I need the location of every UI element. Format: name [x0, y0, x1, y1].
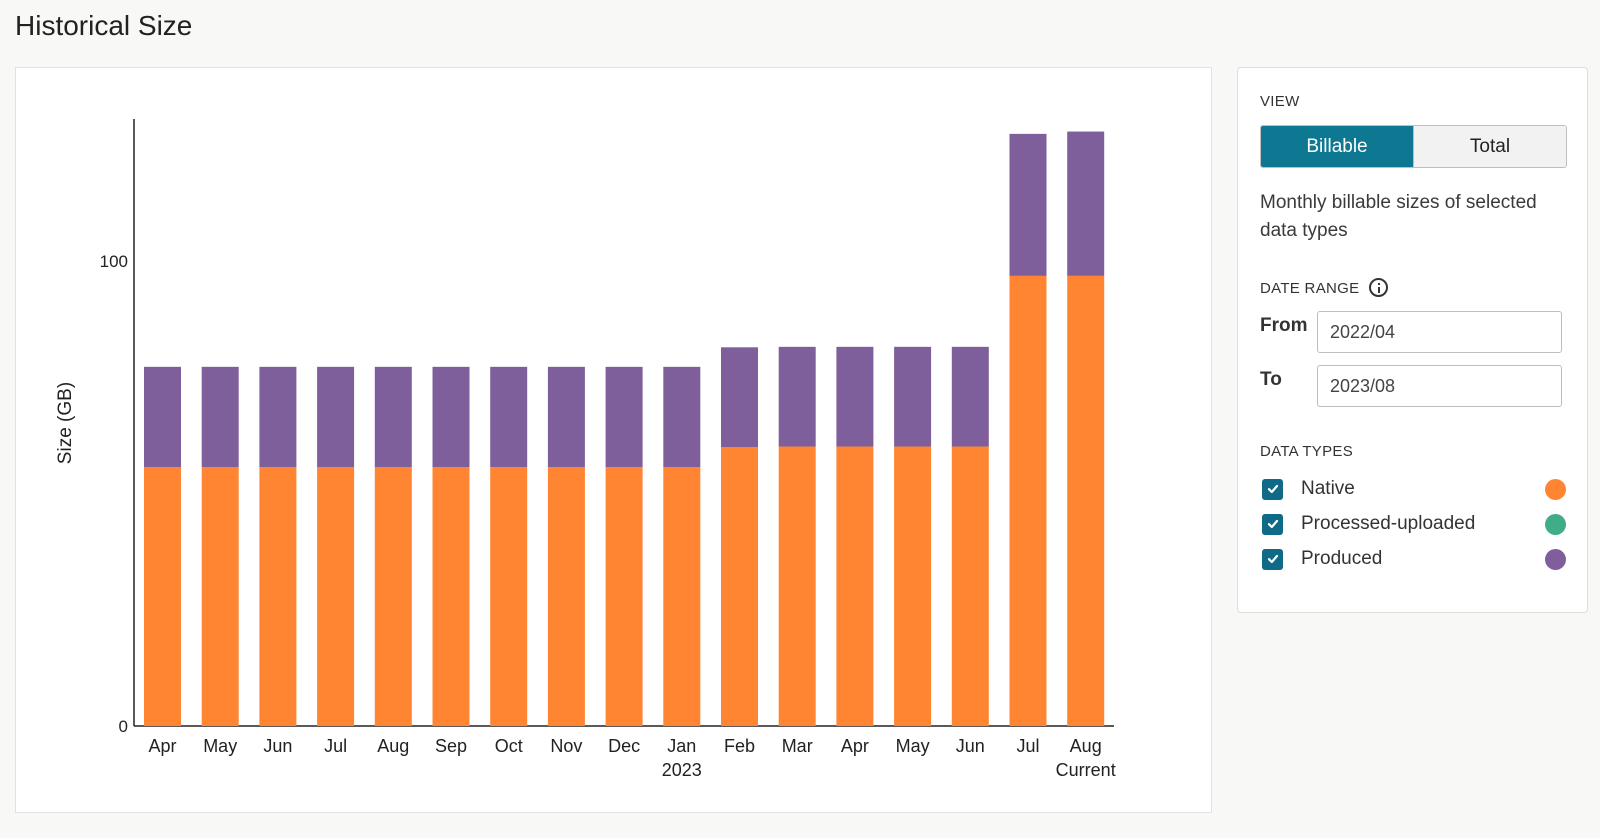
bar-native[interactable]: [201, 466, 239, 726]
from-label: From: [1260, 315, 1308, 336]
bar-native[interactable]: [951, 446, 989, 726]
native-color-dot: [1545, 478, 1566, 500]
bar-native[interactable]: [490, 466, 528, 726]
bar-produced[interactable]: [778, 346, 816, 447]
y-tick-label: 100: [100, 252, 128, 271]
bar-native[interactable]: [374, 466, 412, 726]
info-icon[interactable]: [1369, 278, 1389, 297]
bar-produced[interactable]: [432, 366, 470, 467]
chart-card: Size (GB) 0 100 Apr May Jun Jul Aug Sep Oct Nov D…: [15, 67, 1212, 813]
from-date-input[interactable]: [1317, 311, 1562, 353]
view-total-button[interactable]: Total: [1413, 126, 1566, 167]
produced-color-dot: [1545, 548, 1566, 570]
bar-produced[interactable]: [663, 366, 701, 467]
x-tick-label: Feb: [724, 736, 755, 756]
x-tick-label: Mar: [782, 736, 813, 756]
bar-native[interactable]: [144, 466, 181, 726]
view-description: Monthly billable sizes of selected data …: [1260, 192, 1537, 241]
to-label: To: [1260, 369, 1282, 390]
x-tick-label: Jul: [324, 736, 347, 756]
x-tick-label: Nov: [550, 736, 582, 756]
bar-native[interactable]: [1067, 275, 1105, 726]
x-tick-label: Oct: [495, 736, 523, 756]
y-axis-label: Size (GB): [55, 382, 76, 464]
bar-native[interactable]: [836, 446, 874, 726]
bar-produced[interactable]: [374, 366, 412, 467]
to-date-input[interactable]: [1317, 365, 1562, 407]
bar-produced[interactable]: [547, 366, 585, 467]
view-billable-button[interactable]: Billable: [1261, 126, 1413, 167]
view-section-label: VIEW: [1260, 93, 1300, 110]
x-tick-label: Jun: [956, 736, 985, 756]
bar-native[interactable]: [663, 466, 701, 726]
chart-settings-panel: VIEW Billable Total Monthly billable siz…: [1237, 67, 1588, 613]
bar-native[interactable]: [432, 466, 470, 726]
produced-label: Produced: [1301, 548, 1383, 569]
processed-uploaded-color-dot: [1545, 513, 1566, 535]
x-tick-sublabel: 2023: [662, 760, 702, 780]
bar-native[interactable]: [721, 447, 758, 726]
date-range-section-label: DATE RANGE: [1260, 278, 1389, 297]
bar-native[interactable]: [547, 466, 585, 726]
historical-size-chart: Size (GB) 0 100 Apr May Jun Jul Aug Sep Oct Nov D…: [55, 119, 1116, 780]
x-tick-sublabel: Current: [1056, 760, 1116, 780]
bar-produced[interactable]: [1067, 131, 1105, 276]
bar-native[interactable]: [605, 466, 643, 726]
bar-produced[interactable]: [894, 346, 932, 447]
x-tick-label: Aug: [1070, 736, 1102, 756]
bar-native[interactable]: [1009, 275, 1047, 726]
x-tick-label: Sep: [435, 736, 467, 756]
x-tick-label: Jul: [1016, 736, 1039, 756]
bar-produced[interactable]: [721, 347, 758, 447]
bar-produced[interactable]: [201, 366, 239, 467]
bar-produced[interactable]: [1009, 133, 1047, 276]
bar-native[interactable]: [317, 466, 355, 726]
check-icon: [1267, 484, 1278, 494]
bar-produced[interactable]: [317, 366, 355, 467]
check-icon: [1267, 519, 1278, 529]
bar-native[interactable]: [259, 466, 297, 726]
x-tick-label: Apr: [148, 736, 176, 756]
x-tick-label: Aug: [377, 736, 409, 756]
bar-produced[interactable]: [951, 346, 989, 447]
view-toggle: Billable Total: [1260, 125, 1567, 168]
produced-checkbox[interactable]: [1262, 548, 1283, 570]
data-type-row-processed-uploaded: Processed-uploaded: [1262, 509, 1566, 539]
bar-native[interactable]: [778, 446, 816, 726]
check-icon: [1267, 554, 1278, 564]
data-type-row-produced: Produced: [1262, 544, 1566, 574]
x-tick-label: Dec: [608, 736, 640, 756]
y-tick-label: 0: [119, 717, 128, 736]
bar-produced[interactable]: [605, 366, 643, 467]
bar-produced[interactable]: [144, 366, 181, 467]
x-tick-label: Jan: [667, 736, 696, 756]
native-checkbox[interactable]: [1262, 478, 1283, 500]
page-title: Historical Size: [15, 10, 193, 41]
date-range-label-text: DATE RANGE: [1260, 280, 1360, 297]
processed-uploaded-label: Processed-uploaded: [1301, 513, 1476, 534]
bar-native[interactable]: [894, 446, 932, 726]
data-type-row-native: Native: [1262, 474, 1566, 504]
bar-produced[interactable]: [259, 366, 297, 467]
bar-produced[interactable]: [490, 366, 528, 467]
native-label: Native: [1301, 478, 1355, 499]
bar-produced[interactable]: [836, 346, 874, 447]
data-types-section-label: DATA TYPES: [1260, 443, 1354, 460]
processed-uploaded-checkbox[interactable]: [1262, 513, 1283, 535]
x-tick-label: May: [203, 736, 237, 756]
x-tick-label: Apr: [841, 736, 869, 756]
x-tick-label: Jun: [263, 736, 292, 756]
x-tick-label: May: [896, 736, 930, 756]
